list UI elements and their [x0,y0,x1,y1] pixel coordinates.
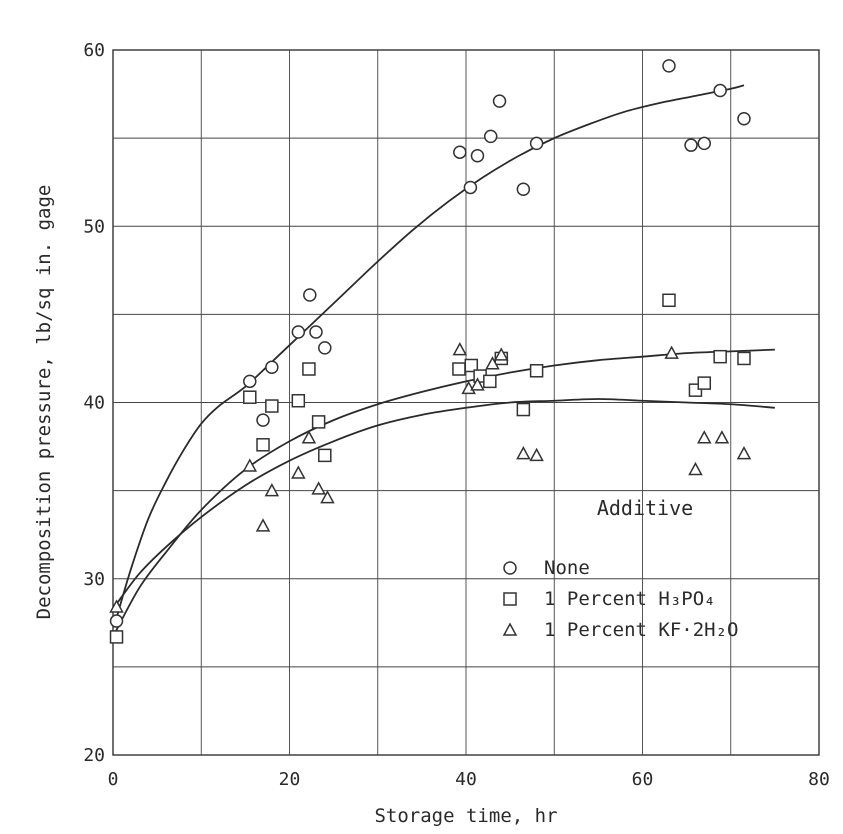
data-point-circle [291,325,306,339]
data-point-triangle [714,430,730,444]
y-axis-label: Decomposition pressure, lb/sq in. gage [33,185,55,620]
data-point-circle [265,360,279,374]
x-tick-label: 0 [108,769,119,790]
data-point-triangle [494,347,509,361]
data-point-circle [303,288,317,302]
data-point-circle [662,59,676,73]
data-point-square [483,374,497,389]
data-point-square [318,448,332,463]
data-point-triangle [242,458,258,472]
data-point-triangle [461,380,476,395]
data-point-triangle [470,377,485,391]
legend-marker-circle [503,561,517,575]
data-point-triangle [109,599,124,613]
data-point-square [311,415,326,429]
data-point-circle [470,149,485,163]
data-point-triangle [255,518,271,532]
data-point-square [302,362,316,376]
y-tick-label: 30 [83,569,105,590]
data-point-circle [713,83,727,98]
data-point-square [662,293,676,308]
data-point-triangle [291,465,306,479]
data-point-triangle [697,430,712,444]
x-tick-label: 60 [632,769,654,790]
data-point-circle [529,136,544,151]
data-markers [109,59,752,644]
legend-label-kf: 1 Percent KF·2H₂O [544,619,738,641]
data-point-square [713,349,727,364]
data-point-square [529,364,544,378]
data-point-triangle [485,356,500,370]
y-tick-label: 60 [83,40,105,61]
data-point-circle [256,413,270,427]
data-point-square [265,399,279,413]
data-point-square [109,630,124,644]
data-point-triangle [301,430,317,444]
data-point-circle [492,94,507,108]
data-point-triangle [664,345,679,359]
data-point-triangle [529,447,544,462]
x-tick-label: 80 [808,769,830,790]
data-point-square [737,351,751,366]
data-point-circle [318,341,332,355]
legend-title: Additive [597,496,693,520]
x-tick-label: 40 [455,769,477,790]
grid-lines [113,50,819,755]
data-point-square [256,438,270,452]
data-point-circle [243,374,257,389]
data-point-triangle [320,490,335,504]
y-tick-label: 20 [83,745,105,766]
data-point-square [697,376,712,390]
legend-label-h3po4: 1 Percent H₃PO₄ [544,588,716,610]
data-point-circle [737,111,751,126]
legend: Additive None 1 Percent H₃PO₄ 1 Percent … [502,496,738,641]
data-point-triangle [452,342,468,356]
x-tick-label: 20 [279,769,301,790]
data-point-circle [516,182,531,196]
data-point-circle [483,129,498,144]
data-point-triangle [516,446,531,460]
data-point-circle [463,180,478,195]
fit-curve-1-percent-h3po4 [114,348,775,633]
data-point-circle [684,138,698,152]
data-point-circle [453,145,467,159]
data-point-square [464,358,479,373]
data-point-square [452,362,466,376]
data-point-square [243,390,257,404]
data-point-circle [697,136,712,151]
data-point-triangle [736,446,752,460]
x-axis-label: Storage time, hr [374,805,557,827]
legend-markers [502,561,518,636]
y-tick-label: 40 [83,393,105,414]
data-point-circle [309,325,323,339]
legend-marker-square [503,592,517,606]
legend-marker-triangle [502,622,518,636]
data-point-circle [109,614,124,628]
fit-curve-none [114,84,745,622]
data-point-triangle [311,481,326,495]
fit-curve-1-percent-kf-2h2o [114,398,775,606]
data-point-square [516,402,531,417]
fit-curves [114,84,775,633]
legend-label-none: None [544,557,590,579]
data-point-triangle [688,461,703,476]
y-tick-label: 50 [83,216,105,237]
data-point-triangle [264,483,280,497]
data-point-square [291,393,306,408]
